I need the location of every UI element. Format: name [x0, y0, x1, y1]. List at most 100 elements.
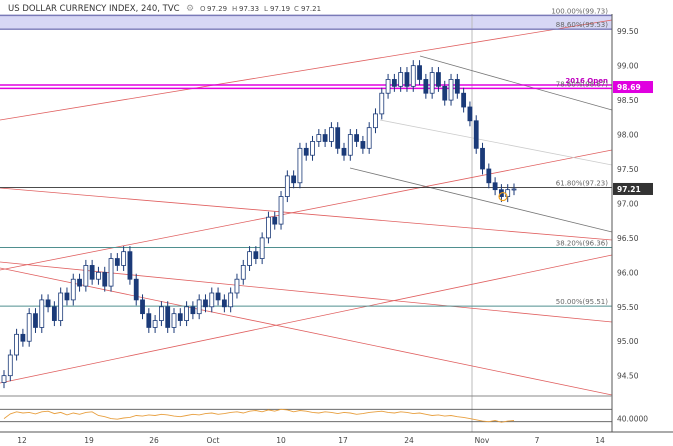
fib-band: [0, 15, 612, 30]
candle-body: [436, 72, 441, 87]
y-tick-label: 97.50: [617, 165, 639, 174]
candle-body: [26, 313, 32, 342]
candle-body: [442, 85, 448, 101]
candle-body: [461, 92, 467, 108]
candle-body: [410, 65, 416, 87]
candle-body: [272, 216, 278, 225]
price-label: 98.69: [617, 83, 641, 92]
candle-body: [398, 72, 404, 87]
x-tick-label: 24: [404, 436, 414, 445]
rsi-tick-label: 40.0000: [617, 415, 648, 424]
candle-body: [284, 175, 290, 197]
down-channel-mid: [379, 119, 613, 166]
x-tick-label: Oct: [207, 436, 220, 445]
candle-body: [417, 65, 422, 80]
y-tick-label: 97.00: [617, 199, 639, 208]
x-tick-label: 12: [17, 436, 27, 445]
y-tick-label: 95.50: [617, 303, 639, 312]
candle-body: [221, 299, 227, 308]
down-channel-bottom: [349, 167, 613, 233]
descending-channel-line-2: [0, 267, 613, 396]
candle-body: [33, 313, 38, 328]
candle-body: [190, 306, 196, 315]
candle-body: [77, 278, 82, 287]
candle-body: [127, 251, 133, 280]
candle-body: [335, 127, 341, 149]
candle-body: [291, 175, 297, 184]
x-tick-label: Nov: [475, 436, 490, 445]
candle-body: [215, 292, 221, 301]
candle-body: [322, 134, 328, 142]
candle-body: [102, 271, 108, 287]
candle-body: [7, 354, 13, 377]
chart-title: US DOLLAR CURRENCY INDEX, 240, TVC: [8, 4, 180, 14]
ohlc-high-value: 97.33: [239, 5, 259, 13]
price-axis-bg: [612, 14, 673, 432]
candle-body: [379, 92, 385, 115]
ohlc-close-value: 97.21: [301, 5, 321, 13]
rising-trend-line: [0, 149, 613, 271]
candle-body: [486, 168, 492, 184]
candle-body: [184, 306, 189, 321]
candle-body: [20, 333, 26, 342]
candle-body: [89, 265, 95, 280]
level-label: 78.60%(98.67): [556, 80, 608, 88]
candle-body: [259, 237, 265, 259]
candle-body: [64, 292, 70, 301]
candle-body: [316, 134, 322, 142]
candle-body: [228, 292, 234, 308]
candle-body: [165, 306, 171, 328]
ohlc-close-label: C: [294, 5, 299, 13]
candle-body: [385, 79, 391, 94]
candle-body: [1, 375, 7, 383]
y-tick-label: 98.00: [617, 131, 639, 140]
candle-body: [240, 265, 246, 280]
y-tick-label: 96.00: [617, 268, 639, 277]
candle-body: [341, 147, 347, 156]
y-tick-label: 99.00: [617, 62, 639, 71]
candle-body: [96, 271, 101, 280]
candle-body: [247, 251, 252, 266]
candle-body: [310, 141, 315, 156]
level-label: 38.20%(96.36): [556, 240, 608, 248]
ohlc-high-label: H: [232, 5, 237, 13]
settings-icon[interactable]: ⚙: [186, 4, 194, 14]
candle-body: [58, 292, 64, 321]
candle-body: [114, 258, 120, 266]
level-label: 100.00%(99.73): [551, 7, 608, 15]
candle-body: [354, 134, 359, 142]
candle-body: [480, 147, 485, 170]
x-tick-label: 19: [84, 436, 94, 445]
candle-body: [234, 278, 240, 294]
ohlc-low-label: L: [264, 5, 268, 13]
candle-body: [347, 134, 353, 156]
candle-body: [266, 216, 271, 239]
y-tick-label: 94.50: [617, 372, 639, 381]
candle-body: [278, 196, 284, 225]
ohlc-low-value: 97.19: [270, 5, 290, 13]
rsi-line: [3, 408, 515, 423]
candle-body: [83, 265, 89, 287]
candle-body: [108, 258, 114, 287]
price-label: 97.21: [617, 185, 641, 194]
candle-body: [511, 188, 517, 191]
candle-body: [404, 72, 410, 87]
ohlc-open-label: O: [200, 5, 206, 13]
candle-body: [171, 313, 177, 328]
candle-body: [373, 113, 378, 129]
candle-body: [429, 72, 435, 94]
candle-body: [473, 120, 479, 149]
ohlc-open-value: 97.29: [207, 5, 227, 13]
level-label: 61.80%(97.23): [556, 180, 608, 188]
candle-body: [196, 299, 202, 315]
candle-body: [140, 299, 145, 315]
mid-channel-line: [0, 187, 613, 241]
x-tick-label: 14: [595, 436, 605, 445]
candle-body: [454, 79, 460, 94]
candle-body: [70, 278, 76, 301]
candle-body: [159, 306, 164, 321]
candle-body: [366, 127, 372, 149]
price-label-bg: [613, 81, 653, 94]
candle-body: [39, 299, 45, 328]
